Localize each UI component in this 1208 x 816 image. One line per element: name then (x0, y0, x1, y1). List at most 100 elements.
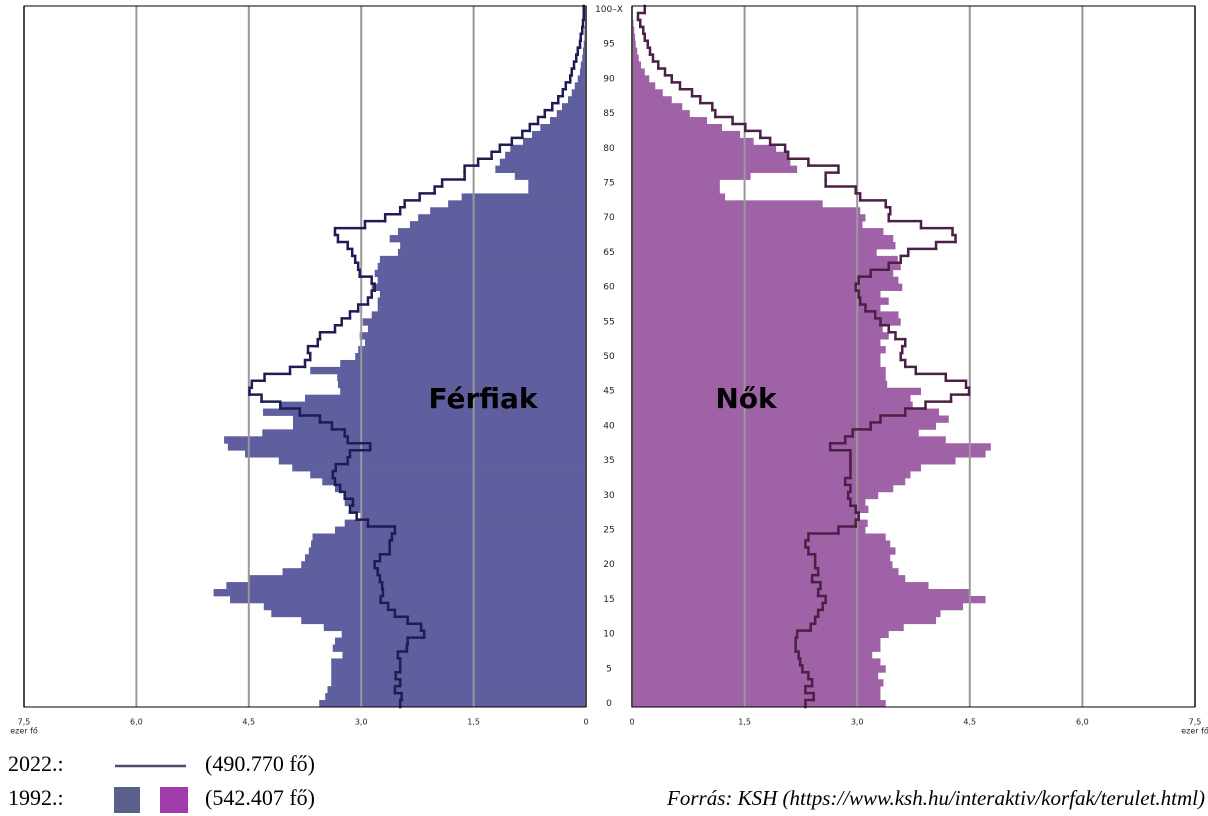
bar (448, 200, 586, 208)
bar (389, 235, 586, 243)
bar (305, 394, 586, 403)
bar (632, 290, 881, 298)
step-line (807, 677, 814, 688)
bar (632, 609, 941, 618)
step-line (804, 691, 815, 702)
step-line (894, 337, 907, 348)
step-line (343, 497, 355, 507)
bar (632, 616, 937, 625)
bar (632, 353, 881, 361)
bar (331, 665, 586, 673)
bar (342, 651, 586, 659)
step-line (657, 67, 667, 77)
bar (632, 408, 940, 416)
bar (632, 276, 899, 285)
step-line (260, 400, 282, 410)
step-line (914, 372, 948, 383)
bar (632, 68, 645, 76)
bar (344, 498, 586, 507)
bar (583, 40, 586, 49)
bar (632, 241, 896, 250)
bar (632, 484, 894, 493)
step-line (406, 636, 426, 646)
bar (632, 422, 937, 430)
age-label: 95 (603, 40, 614, 50)
step-line (857, 275, 872, 285)
bar (224, 436, 586, 444)
step-line (924, 400, 953, 410)
step-line (564, 81, 572, 91)
step-line (810, 580, 822, 591)
bar (577, 75, 586, 83)
bar (505, 151, 586, 160)
bar (632, 401, 913, 409)
step-line (355, 518, 370, 528)
bars (213, 6, 991, 708)
bar (632, 130, 741, 139)
bar (263, 408, 586, 416)
bar (282, 568, 586, 576)
bar (377, 304, 586, 312)
bar (632, 457, 956, 465)
bar (337, 373, 586, 382)
x-unit: ezer fő (10, 727, 38, 736)
source: Forrás: KSH (https://www.ksh.hu/interakt… (666, 786, 1205, 810)
step-line (248, 393, 263, 403)
age-label: 80 (603, 144, 615, 154)
bar (632, 394, 911, 403)
step-line (824, 171, 840, 181)
bar (632, 561, 893, 569)
step-line (521, 129, 532, 140)
step-line (394, 671, 402, 681)
bar (377, 262, 586, 271)
bar (632, 117, 708, 125)
step-line (864, 310, 877, 320)
step-line (801, 671, 810, 681)
step-line (651, 60, 660, 70)
bar (632, 214, 866, 222)
x-tick-label: 7,5 (18, 718, 31, 727)
bar (632, 651, 873, 659)
age-label: 0 (606, 699, 612, 709)
bar (310, 540, 586, 548)
bar (632, 568, 899, 576)
step-line (884, 206, 892, 216)
step-line (306, 344, 319, 355)
bar (632, 123, 723, 132)
bar (514, 172, 586, 180)
bar (632, 505, 869, 514)
bar (632, 103, 683, 111)
bar (331, 672, 586, 680)
bar (632, 110, 690, 118)
step-line (528, 122, 540, 133)
bar (632, 318, 901, 326)
x-tick-label: 4,5 (242, 718, 255, 727)
bar (632, 255, 898, 264)
bar (632, 269, 894, 278)
bar (364, 339, 586, 347)
bar (308, 547, 586, 555)
age-label: 20 (603, 560, 615, 570)
step-line (440, 178, 466, 188)
bar (331, 679, 586, 687)
bar (371, 283, 586, 291)
step-line (949, 393, 971, 403)
bar (550, 117, 586, 125)
step-line (356, 303, 370, 313)
age-label: 35 (603, 456, 614, 466)
bar (632, 193, 726, 201)
step-line (899, 358, 907, 369)
step-line (809, 622, 817, 632)
age-label: 40 (603, 421, 615, 431)
step-line (498, 143, 514, 154)
step-line (869, 421, 882, 431)
bar (334, 484, 586, 493)
step-line (406, 622, 423, 632)
step-line (744, 129, 762, 140)
bar (632, 248, 877, 257)
bar (280, 401, 586, 409)
age-label: 65 (603, 248, 614, 258)
bar (632, 443, 991, 451)
step-line (843, 476, 852, 487)
step-line (816, 594, 827, 605)
